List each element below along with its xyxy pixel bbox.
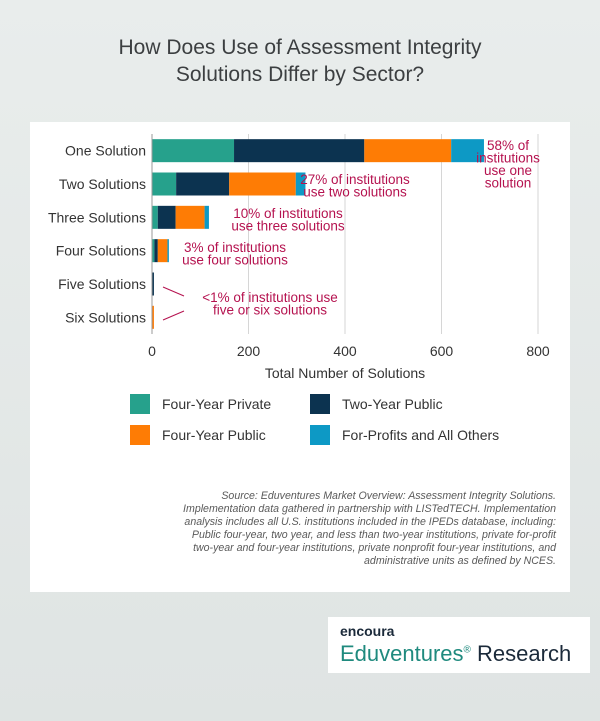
legend-item-two-year-public: Two-Year Public [310,394,443,414]
bar-chart: 0 200 400 600 800 Total Number of Solutions On… [48,134,550,381]
bar-segment-two-year-public [176,172,230,196]
brand-research-text: Research [470,641,572,666]
title-line-1: How Does Use of Assessment Integrity [118,36,482,59]
legend-swatch-two-year-public [310,394,330,414]
x-tick-label: 200 [237,343,261,359]
bar-segment-four-year-private [152,172,177,196]
x-tick-label: 800 [526,343,550,359]
brand-logo: encoura Eduventures® Research [328,617,590,673]
legend-item-four-year-public: Four-Year Public [130,425,266,445]
annotation-line: institutions [476,151,540,166]
brand-encoura-text: encoura [340,623,395,639]
bar-segment-two-year-public [234,139,365,163]
category-label: Five Solutions [58,276,146,292]
annotation-line: <1% of institutions use [202,290,337,305]
legend-label-two-year-public: Two-Year Public [342,396,443,412]
annotation-connector [162,286,185,297]
annotation-line: 10% of institutions [233,206,343,221]
brand-encoura: encoura [340,623,394,639]
bar-segment-four-year-public [157,239,168,263]
x-tick-label: 0 [148,343,156,359]
legend-swatch-four-year-public [130,425,150,445]
legend-label-for-profits: For-Profits and All Others [342,427,500,443]
legend-swatch-for-profits [310,425,330,445]
source-line: administrative units as defined by NCES. [364,555,556,567]
annotation-label: 58% of institutions use one solution [476,138,540,191]
bar-segment-four-year-private [152,139,235,163]
chart-card: 0 200 400 600 800 Total Number of Solutions On… [30,122,570,592]
brand-eduventures-research: Eduventures® Research [340,641,571,667]
source-line: analysis includes all U.S. institutions … [184,516,556,528]
legend-item-for-profits: For-Profits and All Others [310,425,499,445]
category-label: Two Solutions [59,176,146,192]
legend-label-four-year-private: Four-Year Private [162,396,272,412]
annotation-line: five or six solutions [213,303,327,318]
brand-eduventures-text: Eduventures [340,641,464,666]
annotation-line: 58% of [487,138,529,153]
annotation-line: 27% of institutions [300,172,410,187]
annotation-label: 27% of institutions use two solutions [300,172,410,200]
source-line: Implementation data gathered in partners… [183,503,556,515]
brand-registered-mark: ® [463,644,471,656]
source-line: two-year and four-year institutions, pri… [193,542,556,554]
bar-segment-two-year-public [154,239,158,263]
annotation-label: 3% of institutions use four solutions [182,240,288,268]
source-line: Source: Eduventures Market Overview: Ass… [221,490,556,502]
bar-segment-four-year-public [229,172,296,196]
annotation-label: 10% of institutions use three solutions [231,206,345,234]
category-label: Four Solutions [56,243,146,259]
legend-item-four-year-private: Four-Year Private [130,394,271,414]
bar-segment-for-profits-and-all-others [167,239,169,263]
category-label: Three Solutions [48,209,146,225]
annotation-line: 3% of institutions [184,240,286,255]
annotation-line: solution [485,176,532,191]
bar-segment-four-year-public [364,139,452,163]
annotation-label: <1% of institutions use five or six solut… [202,290,337,318]
annotation-line: use two solutions [303,185,407,200]
annotation-line: use three solutions [231,219,345,234]
legend-swatch-four-year-private [130,394,150,414]
bar-segment-four-year-private [152,239,155,263]
category-label: Six Solutions [65,309,146,325]
annotation-line: use four solutions [182,253,288,268]
source-note: Source: Eduventures Market Overview: Ass… [116,490,556,568]
bar-segment-two-year-public [152,272,154,296]
source-line: Public four-year, two year, and less tha… [191,529,556,541]
bar-segment-for-profits-and-all-others [204,205,209,229]
bar-segment-for-profits-and-all-others [451,139,484,163]
title-line-2: Solutions Differ by Sector? [175,63,425,86]
annotation-connector [162,310,185,321]
annotation-line: use one [484,163,532,178]
page-title: How Does Use of Assessment Integrity Sol… [0,34,600,88]
bar-segment-for-profits-and-all-others [295,172,306,196]
x-tick-label: 600 [430,343,454,359]
category-label: One Solution [65,143,146,159]
bar-segment-four-year-public [175,205,205,229]
bar-segment-two-year-public [157,205,176,229]
bar-segment-four-year-public [152,305,154,329]
legend-label-four-year-public: Four-Year Public [162,427,266,443]
x-tick-label: 400 [333,343,357,359]
bar-segment-four-year-private [152,205,158,229]
x-axis-title: Total Number of Solutions [265,365,425,381]
